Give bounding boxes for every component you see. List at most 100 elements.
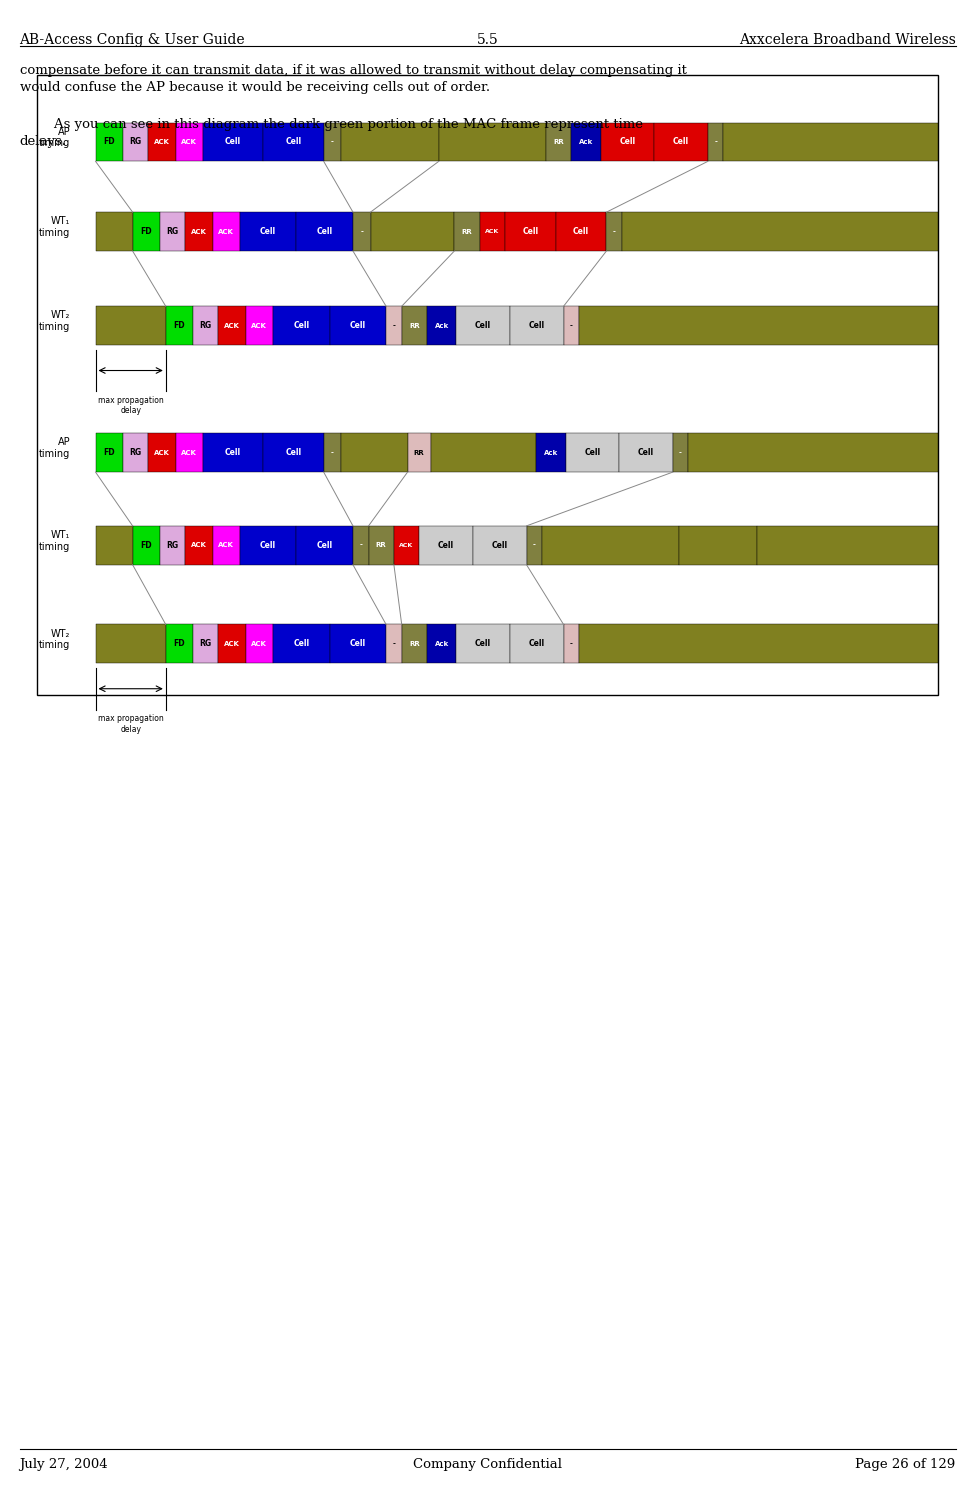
Bar — [431, 433, 536, 472]
Bar — [213, 526, 240, 565]
Text: Cell: Cell — [491, 541, 508, 550]
Text: -: - — [393, 323, 395, 329]
Bar — [203, 433, 263, 472]
Text: Ack: Ack — [544, 450, 558, 456]
Bar — [96, 212, 133, 251]
Bar — [240, 526, 296, 565]
Bar — [37, 75, 938, 695]
Bar — [579, 306, 938, 345]
Bar — [369, 526, 394, 565]
Text: Cell: Cell — [475, 321, 491, 330]
Bar — [263, 433, 324, 472]
Text: Cell: Cell — [673, 137, 689, 146]
Text: -: - — [715, 139, 717, 145]
Text: Cell: Cell — [528, 639, 545, 648]
Text: ACK: ACK — [486, 229, 499, 235]
Bar — [96, 624, 166, 663]
Bar — [218, 306, 246, 345]
Text: 5.5: 5.5 — [477, 33, 498, 46]
Text: Cell: Cell — [350, 321, 366, 330]
Text: Cell: Cell — [573, 227, 589, 236]
Text: -: - — [332, 450, 333, 456]
Text: Cell: Cell — [475, 639, 491, 648]
Bar — [419, 526, 473, 565]
Bar — [96, 306, 166, 345]
Text: FD: FD — [174, 321, 185, 330]
Text: Cell: Cell — [293, 639, 309, 648]
Text: RG: RG — [130, 448, 141, 457]
Bar — [606, 212, 622, 251]
Bar — [708, 123, 723, 161]
Text: RG: RG — [167, 227, 178, 236]
Text: ACK: ACK — [252, 641, 267, 647]
Bar — [123, 123, 148, 161]
Bar — [166, 624, 193, 663]
Bar — [353, 212, 370, 251]
Text: Cell: Cell — [286, 448, 301, 457]
Bar — [564, 306, 579, 345]
Bar — [510, 624, 564, 663]
Text: -: - — [533, 542, 535, 548]
Bar — [427, 306, 456, 345]
Text: ACK: ACK — [252, 323, 267, 329]
Text: -: - — [680, 450, 682, 456]
Bar — [394, 526, 419, 565]
Bar — [341, 123, 439, 161]
Bar — [133, 526, 160, 565]
Text: ACK: ACK — [154, 139, 170, 145]
Bar — [246, 306, 273, 345]
Text: ACK: ACK — [224, 641, 240, 647]
Bar — [402, 624, 427, 663]
Text: Cell: Cell — [317, 227, 332, 236]
Bar — [757, 526, 938, 565]
Text: Ack: Ack — [435, 323, 449, 329]
Text: RG: RG — [167, 541, 178, 550]
Bar — [473, 526, 526, 565]
Bar — [654, 123, 708, 161]
Text: ACK: ACK — [400, 542, 413, 548]
Text: AP
timing: AP timing — [39, 438, 70, 459]
Bar — [542, 526, 679, 565]
Bar — [213, 212, 240, 251]
Bar — [296, 526, 353, 565]
Text: Axxcelera Broadband Wireless: Axxcelera Broadband Wireless — [739, 33, 956, 46]
Text: RG: RG — [130, 137, 141, 146]
Text: -: - — [393, 641, 395, 647]
Bar — [480, 212, 505, 251]
Bar — [427, 624, 456, 663]
Bar — [160, 212, 185, 251]
Bar — [203, 123, 263, 161]
Text: ACK: ACK — [154, 450, 170, 456]
Text: max propagation
delay: max propagation delay — [98, 714, 164, 734]
Text: ACK: ACK — [218, 229, 234, 235]
Text: As you can see in this diagram the dark green portion of the MAC frame represent: As you can see in this diagram the dark … — [20, 118, 643, 148]
Text: AB-Access Config & User Guide: AB-Access Config & User Guide — [20, 33, 245, 46]
Bar — [341, 433, 408, 472]
Text: Cell: Cell — [438, 541, 454, 550]
Text: FD: FD — [174, 639, 185, 648]
Bar — [263, 123, 324, 161]
Bar — [123, 433, 148, 472]
Bar — [546, 123, 571, 161]
Bar — [456, 306, 510, 345]
Bar — [386, 624, 402, 663]
Text: RR: RR — [375, 542, 387, 548]
Bar — [176, 433, 203, 472]
Text: -: - — [360, 542, 362, 548]
Bar — [679, 526, 757, 565]
Bar — [166, 306, 193, 345]
Text: ACK: ACK — [218, 542, 234, 548]
Bar — [324, 433, 341, 472]
Bar — [240, 212, 296, 251]
Text: RR: RR — [413, 450, 425, 456]
Bar — [176, 123, 203, 161]
Bar — [193, 624, 218, 663]
Text: WT₂
timing: WT₂ timing — [39, 629, 70, 650]
Text: ACK: ACK — [224, 323, 240, 329]
Bar — [505, 212, 556, 251]
Text: -: - — [570, 641, 572, 647]
Bar — [273, 306, 330, 345]
Text: RR: RR — [553, 139, 565, 145]
Bar — [185, 526, 213, 565]
Text: Cell: Cell — [638, 448, 654, 457]
